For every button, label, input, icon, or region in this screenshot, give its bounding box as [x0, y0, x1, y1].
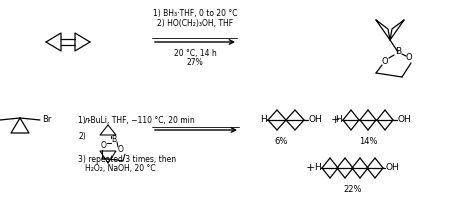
Text: 20 °C, 14 h: 20 °C, 14 h — [173, 49, 216, 58]
Text: OH: OH — [308, 116, 322, 124]
Text: OH: OH — [397, 116, 411, 124]
Text: O: O — [382, 56, 388, 66]
Text: +: + — [306, 163, 315, 173]
Text: 2) HO(CH₂)₃OH, THF: 2) HO(CH₂)₃OH, THF — [157, 19, 233, 28]
Text: n: n — [85, 116, 90, 125]
Text: 3) repeated 3 times, then: 3) repeated 3 times, then — [78, 155, 176, 164]
Text: 6%: 6% — [275, 137, 288, 146]
Text: H: H — [259, 116, 266, 124]
Text: O: O — [118, 145, 124, 153]
Text: Br: Br — [42, 114, 51, 124]
Text: B: B — [395, 47, 401, 56]
Text: O: O — [405, 54, 412, 62]
Text: H: H — [335, 116, 341, 124]
Text: 1): 1) — [78, 116, 88, 125]
Text: H₂O₂, NaOH, 20 °C: H₂O₂, NaOH, 20 °C — [85, 164, 156, 173]
Text: H: H — [313, 163, 320, 173]
Text: +: + — [330, 115, 340, 125]
Text: 14%: 14% — [359, 137, 377, 146]
Text: O: O — [101, 142, 107, 151]
Text: 1) BH₃·THF, 0 to 20 °C: 1) BH₃·THF, 0 to 20 °C — [153, 9, 237, 18]
Text: -BuLi, THF, −110 °C, 20 min: -BuLi, THF, −110 °C, 20 min — [88, 116, 195, 125]
Text: B: B — [112, 136, 117, 145]
Text: OH: OH — [385, 163, 399, 173]
Text: 22%: 22% — [343, 185, 362, 194]
Text: 2): 2) — [78, 132, 86, 141]
Text: 27%: 27% — [186, 58, 203, 67]
